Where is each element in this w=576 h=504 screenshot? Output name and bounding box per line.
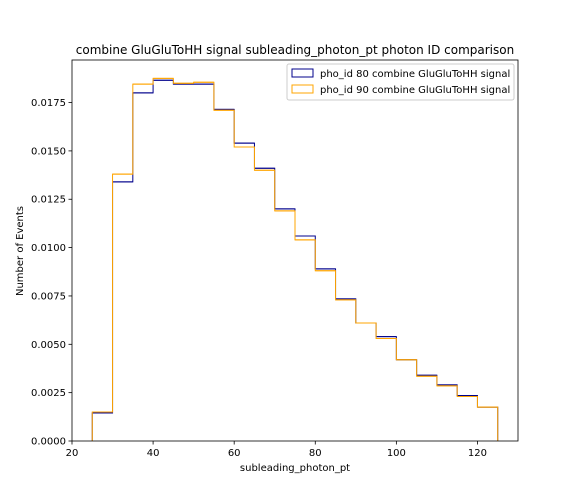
x-tick-label: 100: [387, 448, 406, 459]
series-2: [91, 77, 499, 441]
legend-label-2: pho_id 90 combine GluGluToHH signal: [320, 85, 510, 96]
y-axis: 0.0000 0.0025 0.0050 0.0075 0.0100 0.0125 0.01…: [31, 98, 72, 448]
x-tick-label: 60: [228, 448, 241, 459]
chart-title: combine GluGluToHH signal subleading_pho…: [76, 43, 514, 57]
y-tick-label: 0.0125: [31, 195, 66, 206]
plot-area: [91, 77, 499, 441]
y-tick-label: 0.0100: [31, 243, 66, 254]
y-tick-label: 0.0175: [31, 98, 66, 109]
series-2-step-line: [91, 77, 499, 441]
x-tick-label: 80: [309, 448, 322, 459]
x-tick-label: 40: [147, 448, 160, 459]
x-axis: 20 40 60 80 100 120: [66, 441, 487, 459]
x-axis-label: subleading_photon_pt: [240, 463, 350, 474]
x-tick-label: 20: [66, 448, 79, 459]
legend-swatch-1: [291, 68, 314, 78]
legend-label-1: pho_id 80 combine GluGluToHH signal: [320, 69, 510, 80]
y-tick-label: 0.0050: [31, 340, 66, 351]
y-tick-label: 0.0075: [31, 291, 66, 302]
x-tick-label: 120: [468, 448, 487, 459]
y-axis-label: Number of Events: [15, 206, 26, 296]
legend: pho_id 80 combine GluGluToHH signal pho_i…: [286, 63, 515, 101]
legend-swatch-2: [291, 84, 314, 94]
y-tick-label: 0.0150: [31, 146, 66, 157]
y-tick-label: 0.0025: [31, 388, 66, 399]
legend-box: [286, 63, 515, 101]
axes-frame: [71, 59, 519, 442]
y-tick-label: 0.0000: [31, 437, 66, 448]
